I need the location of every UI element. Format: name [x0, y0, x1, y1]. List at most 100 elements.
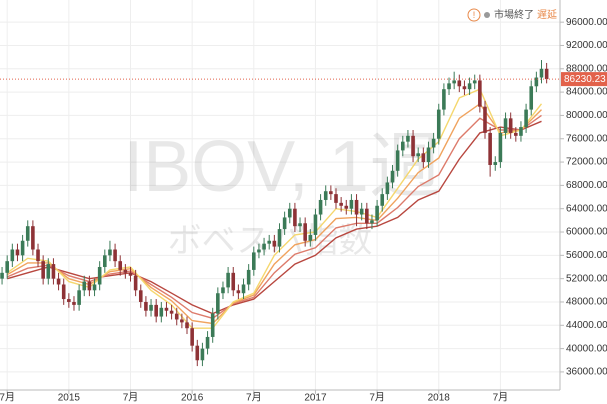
y-tick-label: 68000.00: [566, 180, 607, 191]
candle-body: [51, 264, 56, 279]
y-tick-label: 72000.00: [566, 157, 607, 168]
candle-body: [514, 132, 518, 136]
ribbon: [6, 88, 543, 329]
candle-body: [385, 182, 390, 195]
candle-body: [380, 194, 385, 206]
y-tick-label: 48000.00: [566, 297, 607, 308]
status-dot: [484, 12, 490, 18]
candle-body: [46, 264, 51, 279]
candle-body: [365, 208, 369, 224]
candle-body: [262, 243, 266, 250]
candle-body: [236, 290, 241, 294]
candle-body: [375, 205, 379, 221]
candle-body: [529, 86, 534, 110]
delay-label[interactable]: 遅延: [537, 9, 557, 21]
x-tick-label: 7月: [246, 392, 262, 404]
candle-body: [25, 226, 30, 241]
candle-body: [282, 217, 287, 230]
alert-icon: !: [473, 10, 476, 20]
candle-body: [205, 336, 210, 349]
candle-body: [498, 132, 503, 163]
candle-body: [113, 249, 117, 262]
candle-body: [472, 80, 477, 84]
x-tick-label: 7月: [0, 392, 15, 404]
candle-body: [534, 77, 539, 87]
candle-body: [421, 153, 426, 163]
candle-body: [411, 135, 415, 157]
candle-body: [118, 261, 123, 270]
y-tick-label: 44000.00: [566, 320, 607, 331]
candle-body: [241, 284, 246, 294]
candle-body: [426, 147, 431, 163]
candle-body: [133, 275, 138, 291]
candle-body: [349, 199, 354, 209]
candle-body: [452, 80, 456, 84]
candle-body: [431, 138, 436, 148]
candle-body: [154, 304, 158, 317]
candle-body: [303, 223, 307, 241]
candle-body: [406, 135, 410, 142]
candle-body: [61, 284, 66, 300]
candle-body: [15, 249, 20, 256]
x-tick-label: 2015: [58, 393, 81, 404]
candle-body: [226, 272, 230, 288]
candle-body: [72, 301, 76, 305]
candle-body: [436, 109, 441, 139]
candle-body: [20, 240, 25, 256]
y-tick-label: 52000.00: [566, 273, 607, 284]
candle-body: [190, 328, 194, 346]
candle-body: [462, 86, 467, 90]
candle-body: [359, 208, 364, 215]
candle-body: [272, 240, 277, 247]
candle-body: [478, 80, 482, 107]
y-tick-label: 80000.00: [566, 110, 607, 121]
candle-body: [82, 281, 87, 291]
y-tick-label: 88000.00: [566, 63, 607, 74]
candle-body: [370, 220, 374, 224]
status-text: 市場終了: [494, 8, 534, 21]
candle-body: [195, 345, 200, 361]
candle-body: [144, 301, 148, 311]
y-tick-label: 60000.00: [566, 227, 607, 238]
y-tick-label: 64000.00: [566, 203, 607, 214]
candle-body: [185, 322, 189, 329]
status: ! 市場終了 遅延: [467, 8, 557, 22]
candle-body: [67, 299, 71, 302]
candle-body: [31, 226, 35, 250]
candle-body: [200, 348, 205, 361]
last-price-box: [561, 72, 607, 87]
candle-body: [442, 89, 446, 110]
candle-body: [308, 234, 313, 241]
candles: [0, 60, 560, 367]
y-tick-label: 92000.00: [566, 40, 607, 51]
candle-body: [318, 199, 323, 215]
y-tick-label: 76000.00: [566, 133, 607, 144]
candle-body: [77, 290, 81, 305]
ribbon-line: [6, 88, 543, 329]
x-tick-label: 7月: [369, 392, 385, 404]
candle-body: [313, 214, 318, 235]
candle-body: [180, 319, 184, 323]
candle-body: [277, 229, 282, 247]
y-tick-label: 84000.00: [566, 87, 607, 98]
candle-body: [334, 194, 338, 203]
candle-body: [210, 313, 215, 337]
candle-body: [395, 150, 400, 171]
candle-body: [108, 249, 112, 256]
candle-body: [544, 68, 549, 80]
x-tick-label: 7月: [493, 392, 509, 404]
alert-icon-circle: [467, 8, 481, 22]
candle-body: [508, 118, 513, 133]
candle-body: [329, 191, 333, 195]
candle-body: [339, 202, 343, 206]
candle-body: [164, 307, 169, 311]
candle-body: [103, 255, 107, 267]
candle-body: [493, 162, 498, 165]
candle-body: [416, 153, 420, 157]
candle-body: [293, 208, 297, 227]
candle-body: [354, 199, 359, 215]
candle-body: [539, 68, 544, 78]
candle-body: [488, 132, 492, 165]
